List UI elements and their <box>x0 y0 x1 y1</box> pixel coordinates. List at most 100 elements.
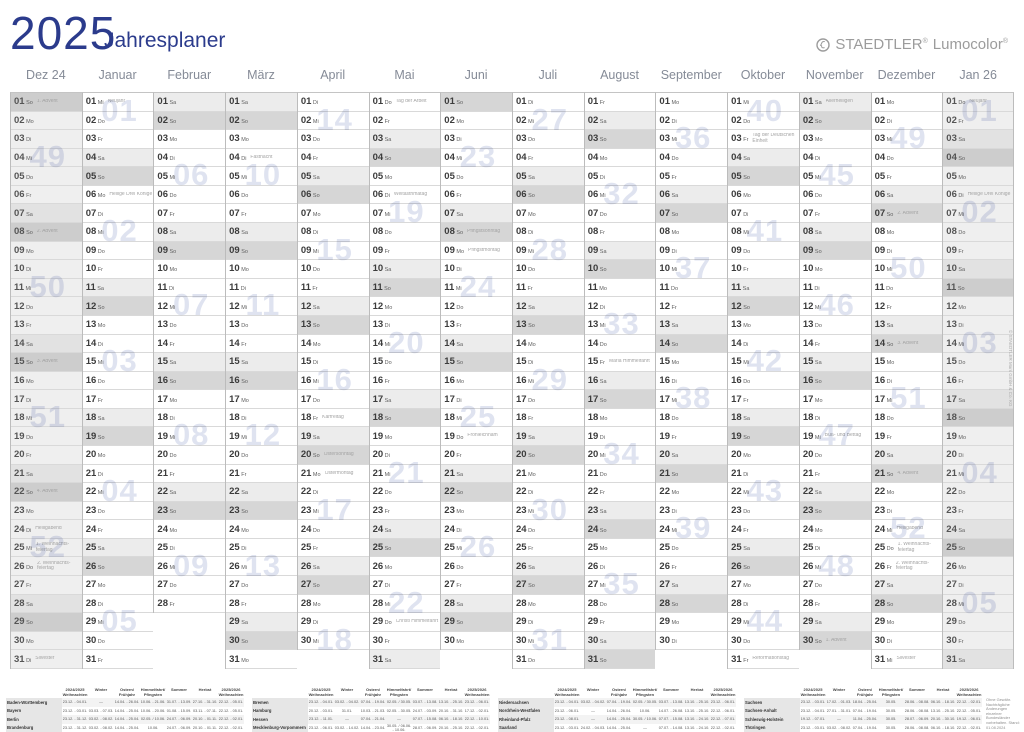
weekday-abbr: Do <box>886 416 894 423</box>
weekday-abbr: Mo <box>169 397 178 404</box>
holiday-col-header-line: 2025/2026 <box>221 687 241 692</box>
day-cell-apr-24: 24 Do <box>297 520 369 539</box>
holiday-label: 1. Advent <box>36 99 58 105</box>
day-number: 08 <box>731 226 742 238</box>
day-number: 01 <box>731 96 742 108</box>
day-number: 21 <box>802 467 814 479</box>
day-cell-okt-18: 18 Sa <box>728 408 799 428</box>
day-cell-dez-22: 22 Mo <box>871 483 943 502</box>
weekday-abbr: Fr <box>886 304 892 311</box>
weekday-abbr: Mo <box>384 564 393 571</box>
holiday-label: Ostersonntag <box>323 452 354 458</box>
day-cell-dez-20: 20 Sa <box>871 445 943 465</box>
day-cell-dez24-07: 07 Sa <box>11 204 82 224</box>
day-cell-jan-08: 08 Mi <box>82 223 154 242</box>
day-number: 12 <box>587 300 599 312</box>
day-number: 01 <box>300 96 312 108</box>
day-number: 01 <box>229 96 240 108</box>
day-cell-jun-02: 02 Mo <box>441 111 512 131</box>
day-cell-dez24-30: 30 Mo <box>11 631 82 651</box>
day-cell-aug-22: 22 Fr <box>584 483 656 502</box>
holiday-col-header-line: Himmelfahrt/ <box>878 687 904 692</box>
weekday-abbr: Do <box>958 100 966 107</box>
holiday-col-header: Herbst <box>192 687 218 698</box>
day-cell-sep-26: 26 Fr <box>656 557 728 577</box>
day-number: 10 <box>14 263 25 275</box>
day-cell-feb-09: 09 So <box>154 241 226 261</box>
day-cell-mar-09: 09 So <box>226 241 297 261</box>
day-number: 09 <box>157 244 168 256</box>
day-number: 14 <box>372 337 384 349</box>
day-number: 28 <box>157 597 168 609</box>
day-number: 30 <box>85 635 97 647</box>
holiday-col-header-line: Winter <box>586 687 600 692</box>
day-cell-feb-23: 23 So <box>154 501 226 521</box>
day-number: 14 <box>731 337 742 349</box>
day-number: 03 <box>946 133 957 145</box>
weekday-abbr: So <box>743 434 750 441</box>
holiday-date-cell: 23.12. - 06.01. <box>554 708 580 713</box>
weekday-abbr: So <box>456 620 464 627</box>
day-cell-jan-11: 11 Sa <box>82 278 154 298</box>
holiday-date-cell: 02.05. / 30.05. <box>386 698 412 707</box>
weekday-abbr: Sa <box>169 490 177 497</box>
weekday-abbr: Di <box>384 453 390 460</box>
holiday-date-cell: 13.10. - 25.10. <box>930 708 956 713</box>
day-number: 23 <box>14 505 25 516</box>
day-cell-mar-19: 19 Mi <box>226 427 297 446</box>
day-number: 16 <box>229 374 240 386</box>
day-number: 26 <box>515 560 527 572</box>
day-number: 18 <box>14 412 25 424</box>
day-cell-jul-15: 15 Di <box>512 353 584 372</box>
holiday-col-header-line: Ostern/ <box>365 687 380 692</box>
weekday-abbr: Mi <box>528 248 534 255</box>
weekday-abbr: So <box>241 118 248 125</box>
day-number: 13 <box>85 319 97 331</box>
day-cell-dez24-20: 20 Fr <box>11 445 82 465</box>
weekday-abbr: So <box>456 230 464 237</box>
weekday-abbr: Do <box>456 434 464 441</box>
holiday-state-name: Mecklenburg-Vorpommern <box>252 723 308 732</box>
day-cell-sep-16: 16 Di <box>656 371 728 391</box>
weekday-abbr: Sa <box>241 490 248 497</box>
day-cell-aug-04: 04 Mo <box>584 148 656 168</box>
holiday-label: Allerheiligen <box>825 99 853 105</box>
day-number: 22 <box>300 486 312 498</box>
brand-logo: STAEDTLER® Lumocolor® <box>816 36 1008 53</box>
holiday-date-cell: 24.07. - 03.09. <box>412 708 438 713</box>
day-cell-apr-26: 26 Sa <box>297 557 369 577</box>
holiday-date-cell: 22.12. - 05.01. <box>218 698 244 707</box>
weekday-abbr: Do <box>743 248 751 255</box>
day-cell-mar-29: 29 Sa <box>226 613 297 632</box>
weekday-abbr: Fr <box>671 174 677 181</box>
day-number: 02 <box>444 114 455 126</box>
holiday-state-name: Bayern <box>6 706 62 715</box>
day-number: 25 <box>14 542 25 554</box>
day-cell-dez-25: 25 Do 1. Weihnachts-feiertag <box>871 538 943 558</box>
day-cell-nov-03: 03 Mo <box>799 130 871 149</box>
weekday-abbr: Mi <box>384 341 391 348</box>
day-number: 31 <box>731 653 742 665</box>
day-number: 07 <box>802 207 814 219</box>
weekday-abbr: Sa <box>26 341 33 348</box>
day-cell-mar-28: 28 Fr <box>226 594 297 614</box>
day-number: 26 <box>444 560 455 572</box>
day-number: 22 <box>229 486 240 498</box>
day-number: 01 <box>157 96 168 108</box>
day-number: 10 <box>802 263 814 275</box>
day-cell-dez-28: 28 So <box>871 594 943 614</box>
weekday-abbr: Di <box>671 509 677 515</box>
month-column-mai: 01 Do Tag der Arbeit 02 Fr 03 Sa 04 So 05 Mo 06 Di We… <box>368 92 441 669</box>
day-number: 10 <box>372 263 384 275</box>
day-number: 20 <box>946 449 957 461</box>
weekday-abbr: Mi <box>528 378 534 385</box>
holiday-date-cell: 03.02. - 08.02. <box>88 715 114 724</box>
day-number: 13 <box>802 319 814 331</box>
holiday-date-cell: 20.10. - 31.10. <box>438 708 464 713</box>
weekday-abbr: Di <box>958 193 964 200</box>
day-number: 29 <box>515 616 527 628</box>
day-number: 12 <box>515 300 527 312</box>
day-number: 21 <box>444 467 455 479</box>
holiday-corner-cell <box>744 687 800 698</box>
weekday-abbr: Mo <box>241 527 249 534</box>
